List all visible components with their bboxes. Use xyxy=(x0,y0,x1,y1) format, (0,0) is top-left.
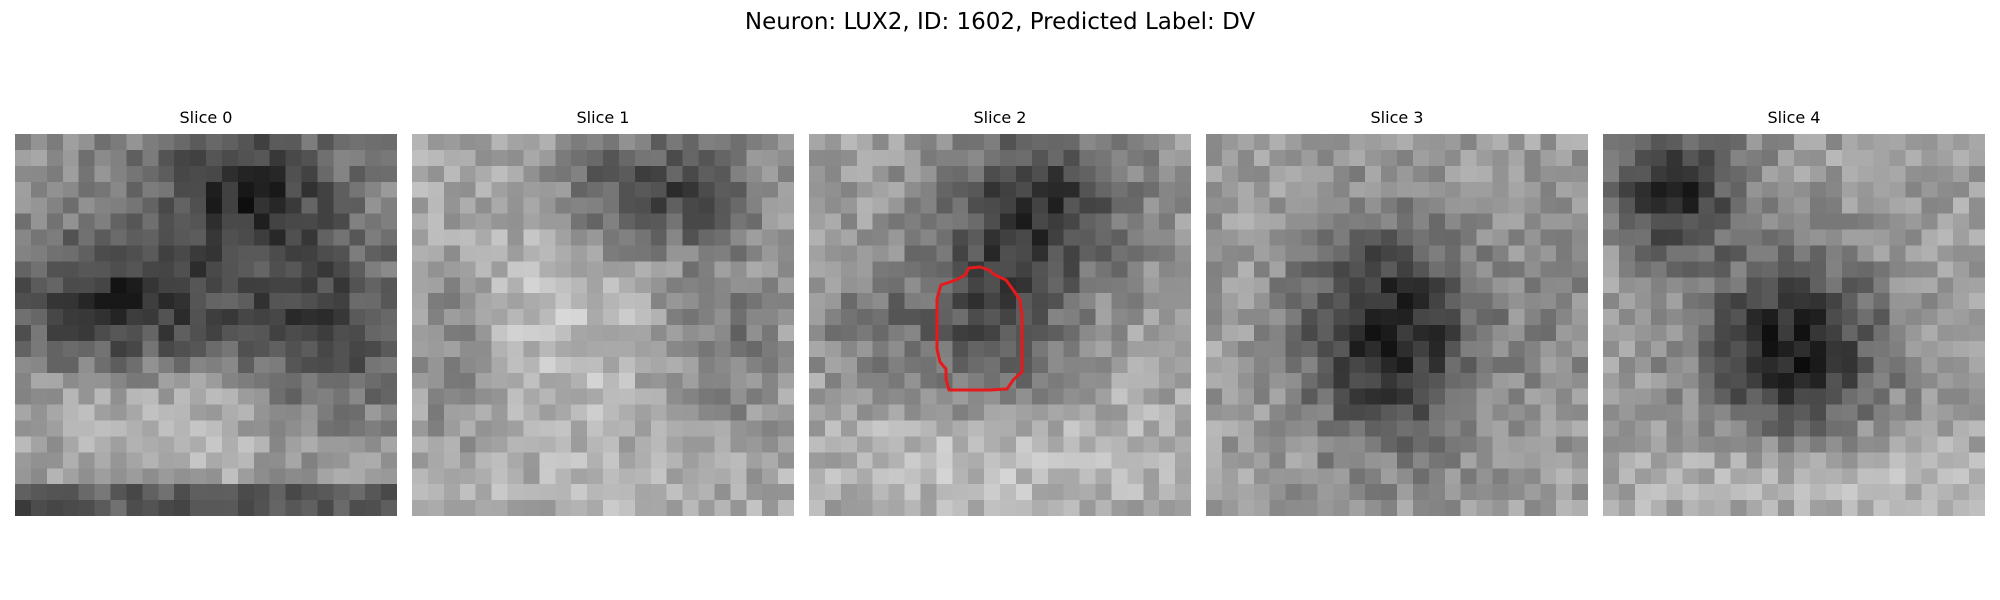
slice-image xyxy=(1603,134,1985,516)
panel-title: Slice 2 xyxy=(973,108,1027,127)
panel-title: Slice 1 xyxy=(576,108,630,127)
panel-title: Slice 3 xyxy=(1370,108,1424,127)
slice-image xyxy=(15,134,397,516)
slice-panel-1: Slice 1 xyxy=(412,108,794,516)
slice-panel-3: Slice 3 xyxy=(1206,108,1588,516)
slice-image xyxy=(412,134,794,516)
panel-title: Slice 0 xyxy=(179,108,233,127)
slice-panel-0: Slice 0 xyxy=(15,108,397,516)
slice-panel-4: Slice 4 xyxy=(1603,108,1985,516)
slice-image xyxy=(1206,134,1588,516)
slice-image xyxy=(809,134,1191,516)
slice-panel-2: Slice 2 xyxy=(809,108,1191,516)
panel-title: Slice 4 xyxy=(1767,108,1821,127)
figure-title: Neuron: LUX2, ID: 1602, Predicted Label:… xyxy=(744,9,1256,35)
